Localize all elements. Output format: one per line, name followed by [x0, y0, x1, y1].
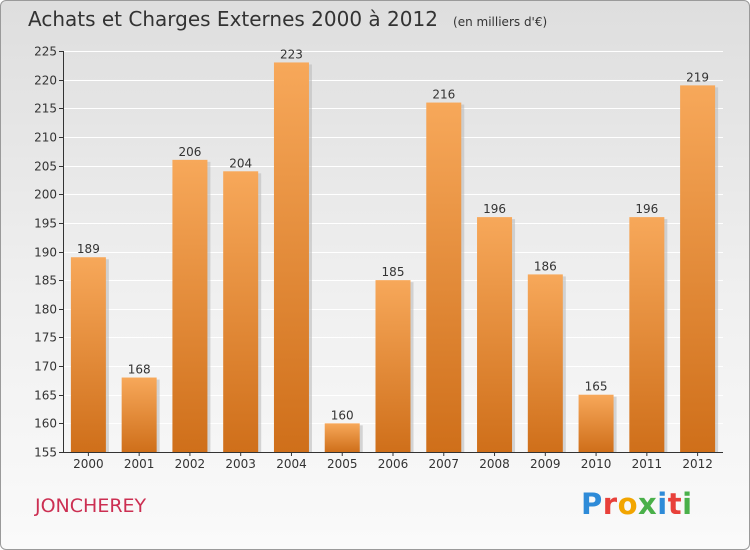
y-tick-label: 165 [34, 389, 57, 403]
y-tick-label: 185 [34, 274, 57, 288]
logo-letter: o [617, 487, 639, 521]
x-tick-label: 2001 [124, 457, 155, 471]
x-tick-label: 2009 [530, 457, 561, 471]
data-label: 168 [128, 363, 151, 377]
data-label: 196 [635, 202, 658, 216]
bar-2002 [172, 159, 208, 453]
bar-2009 [527, 274, 563, 452]
x-tick-label: 2000 [73, 457, 104, 471]
y-tick-label: 155 [34, 446, 57, 460]
y-tick-label: 215 [34, 102, 57, 116]
bar-2012 [680, 85, 716, 452]
y-tick-label: 195 [34, 217, 57, 231]
data-labels: 189 168 206 204 223 160 185 216 196 186 165 196 219 [77, 47, 709, 422]
y-tick-label: 225 [34, 45, 57, 59]
x-tick-label: 2003 [225, 457, 256, 471]
logo-letter: x [638, 487, 658, 521]
y-tick-label: 175 [34, 331, 57, 345]
x-tick-label: 2012 [682, 457, 713, 471]
data-label: 219 [686, 70, 709, 84]
bar-2003 [223, 171, 259, 453]
logo-letter: i [657, 487, 668, 521]
y-tick-label: 200 [34, 188, 57, 202]
chart-title: Achats et Charges Externes 2000 à 2012 [28, 7, 438, 31]
x-tick-label: 2011 [632, 457, 663, 471]
bar-2006 [375, 280, 411, 452]
x-tick-label: 2006 [378, 457, 409, 471]
data-label: 186 [534, 259, 557, 273]
bar-2001 [121, 377, 157, 452]
x-tick-label: 2004 [276, 457, 307, 471]
y-tick-label: 190 [34, 246, 57, 260]
data-label: 189 [77, 242, 100, 256]
bar-2011 [629, 217, 665, 452]
chart-unit: (en milliers d'€) [453, 15, 548, 29]
x-tick-label: 2005 [327, 457, 358, 471]
y-tick-label: 205 [34, 160, 57, 174]
bar-2005 [324, 423, 360, 452]
data-label: 196 [483, 202, 506, 216]
logo-letter: P [581, 487, 603, 521]
bar-2004 [273, 62, 309, 452]
commune-name: JONCHEREY [35, 495, 147, 517]
data-label: 216 [432, 88, 455, 102]
y-tick-label: 210 [34, 131, 57, 145]
x-tick-label: 2008 [479, 457, 510, 471]
data-label: 185 [382, 265, 405, 279]
logo-letter: t [667, 487, 683, 521]
bar-2010 [578, 394, 614, 452]
y-tick-label: 170 [34, 360, 57, 374]
data-label: 206 [178, 145, 201, 159]
title-row: Achats et Charges Externes 2000 à 2012 (… [28, 7, 547, 31]
x-tick-label: 2002 [175, 457, 206, 471]
bar-2008 [477, 217, 513, 452]
y-tick-label: 180 [34, 303, 57, 317]
x-tick-label: 2007 [428, 457, 459, 471]
y-tick-label: 160 [34, 417, 57, 431]
logo-letter: r [602, 487, 618, 521]
data-label: 204 [229, 156, 252, 170]
bar-2007 [426, 102, 462, 453]
bars [70, 62, 719, 453]
data-label: 160 [331, 408, 354, 422]
axes: 155 160 165 170 175 180 185 190 195 200 205 210 215 2… [34, 45, 723, 471]
data-label: 223 [280, 47, 303, 61]
x-tick-label: 2010 [581, 457, 612, 471]
bar-2000 [70, 257, 106, 452]
logo-letter: i [682, 487, 693, 521]
proxiti-logo: Proxiti [581, 487, 693, 521]
y-tick-label: 220 [34, 74, 57, 88]
data-label: 165 [585, 380, 608, 394]
